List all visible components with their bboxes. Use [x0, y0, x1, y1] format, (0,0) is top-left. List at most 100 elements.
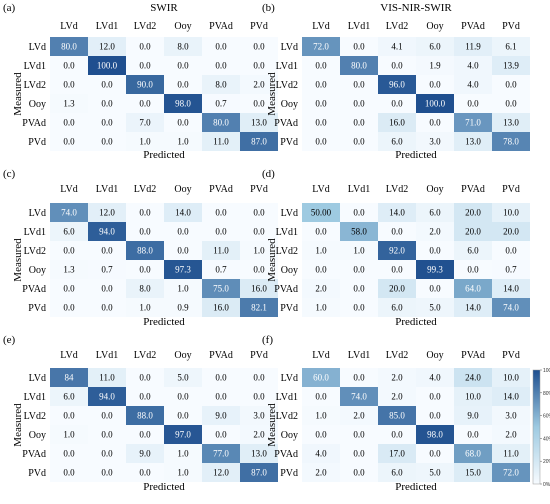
cell-value-label: 12.0: [99, 208, 115, 218]
row-header: LVd1: [276, 392, 298, 403]
heatmap-cell: [202, 241, 240, 260]
heatmap-cell: [454, 75, 492, 94]
heatmap-cell: [378, 368, 416, 387]
heatmap-cell: [340, 222, 378, 241]
heatmap-cell: [88, 222, 126, 241]
column-header: LVd: [60, 184, 77, 195]
cell-value-label: 2.0: [353, 411, 365, 421]
cell-value-label: 0.0: [101, 449, 113, 459]
cell-value-label: 4.0: [429, 373, 441, 383]
heatmap-cell: [240, 113, 278, 132]
cell-value-label: 88.0: [137, 246, 153, 256]
heatmap-cell: [50, 132, 88, 151]
row-header: PVd: [280, 468, 298, 479]
panel-label: (f): [262, 334, 273, 346]
heatmap-cell: [378, 203, 416, 222]
cell-value-label: 5.0: [429, 303, 441, 313]
row-header: Ooy: [281, 265, 298, 276]
heatmap-cell: [378, 260, 416, 279]
cell-value-label: 0.0: [177, 80, 189, 90]
heatmap-cell: [340, 444, 378, 463]
heatmap-cell: [302, 279, 340, 298]
cell-value-label: 0.0: [353, 118, 365, 128]
heatmap-cell: [454, 260, 492, 279]
heatmap-cell: [302, 113, 340, 132]
cell-value-label: 0.0: [215, 392, 227, 402]
cell-value-label: 0.0: [177, 118, 189, 128]
cell-value-label: 4.0: [467, 80, 479, 90]
heatmap-cell: [378, 56, 416, 75]
cell-value-label: 24.0: [465, 373, 481, 383]
heatmap-cell: [492, 279, 530, 298]
heatmap-cell: [164, 279, 202, 298]
heatmap-cell: [240, 37, 278, 56]
cell-value-label: 6.0: [429, 42, 441, 52]
cell-value-label: 0.0: [315, 137, 327, 147]
cell-value-label: 1.0: [177, 284, 189, 294]
column-header: LVd2: [386, 350, 408, 361]
heatmap-cell: [340, 298, 378, 317]
heatmap-cell: [340, 425, 378, 444]
row-header: LVd2: [24, 246, 46, 257]
heatmap-cell: [240, 298, 278, 317]
heatmap-cell: [164, 444, 202, 463]
panel-label: (b): [262, 2, 275, 14]
heatmap-cell: [492, 94, 530, 113]
row-header: LVd: [29, 208, 46, 219]
cell-value-label: 0.0: [177, 392, 189, 402]
heatmap-cell: [454, 463, 492, 482]
column-header: LVd1: [96, 184, 118, 195]
column-header: Ooy: [426, 21, 443, 32]
cell-value-label: 0.9: [177, 303, 189, 313]
cell-value-label: 0.0: [63, 468, 75, 478]
heatmap-cell: [88, 94, 126, 113]
heatmap-cell: [416, 56, 454, 75]
cell-value-label: 9.0: [215, 411, 227, 421]
cell-value-label: 74.0: [61, 208, 77, 218]
cell-value-label: 0.0: [315, 118, 327, 128]
heatmap-cell: [492, 260, 530, 279]
heatmap-cell: [454, 37, 492, 56]
cell-value-label: 4.0: [467, 61, 479, 71]
heatmap-cell: [378, 132, 416, 151]
heatmap-cell: [164, 113, 202, 132]
cell-value-label: 13.9: [503, 61, 519, 71]
heatmap-cell: [240, 241, 278, 260]
heatmap-cell: [50, 425, 88, 444]
cell-value-label: 0.0: [315, 227, 327, 237]
row-header: LVd: [281, 42, 298, 53]
heatmap-cell: [88, 37, 126, 56]
heatmap-cell: [492, 406, 530, 425]
cell-value-label: 82.1: [251, 303, 267, 313]
heatmap-cell: [50, 260, 88, 279]
cell-value-label: 0.0: [315, 392, 327, 402]
cell-value-label: 0.0: [253, 208, 265, 218]
heatmap-cell: [416, 368, 454, 387]
x-axis-label: Predicted: [395, 481, 437, 493]
heatmap-cell: [164, 298, 202, 317]
cell-value-label: 3.0: [253, 411, 265, 421]
cell-value-label: 0.0: [63, 449, 75, 459]
cell-value-label: 90.0: [137, 80, 153, 90]
cell-value-label: 0.0: [63, 284, 75, 294]
cell-value-label: 0.0: [63, 246, 75, 256]
cell-value-label: 6.1: [505, 42, 516, 52]
heatmap-cell: [302, 132, 340, 151]
heatmap-cell: [50, 241, 88, 260]
cell-value-label: 100.0: [425, 99, 446, 109]
panel-label: (e): [3, 334, 16, 346]
heatmap-cell: [416, 463, 454, 482]
cell-value-label: 3.0: [429, 137, 441, 147]
x-axis-label: Predicted: [143, 481, 185, 493]
cell-value-label: 13.0: [503, 118, 519, 128]
row-header: PVAd: [22, 284, 46, 295]
row-header: Ooy: [29, 265, 46, 276]
column-header: Ooy: [174, 21, 191, 32]
heatmap-cell: [378, 222, 416, 241]
heatmap-cell: [302, 241, 340, 260]
heatmap-cell: [340, 241, 378, 260]
heatmap-cell: [454, 298, 492, 317]
cell-value-label: 1.0: [177, 449, 189, 459]
cell-value-label: 85.0: [389, 411, 405, 421]
cell-value-label: 0.0: [353, 284, 365, 294]
